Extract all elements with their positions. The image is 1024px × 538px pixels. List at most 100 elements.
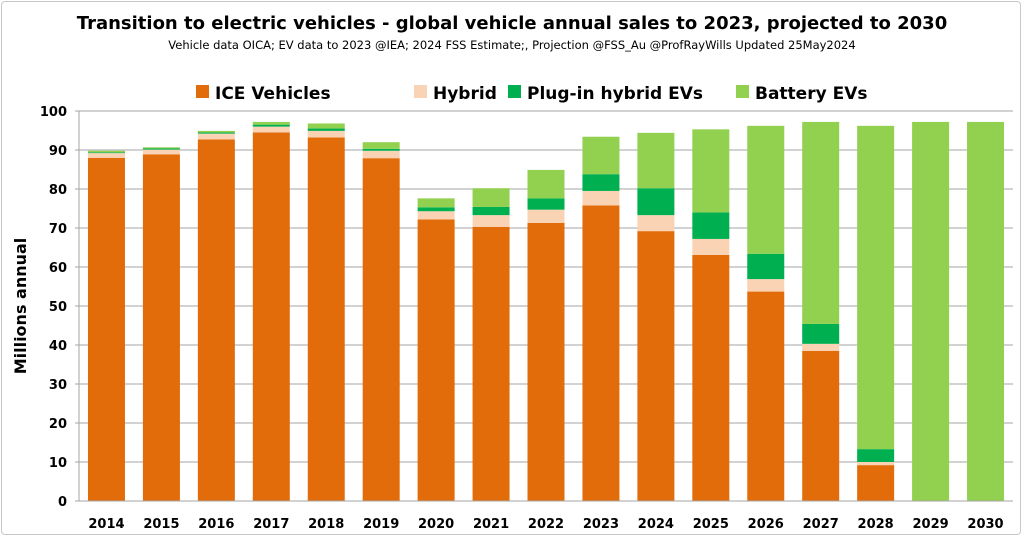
bar-ice-vehicles-2023 [582, 205, 620, 501]
bar-battery-evs-2030 [967, 121, 1005, 502]
bar-hybrid-2028 [857, 462, 895, 466]
x-tick-label: 2028 [858, 517, 894, 532]
bar-battery-evs-2017 [252, 121, 290, 125]
x-tick-label: 2024 [638, 517, 674, 532]
bar-battery-evs-2029 [912, 121, 950, 502]
bar-ice-vehicles-2025 [692, 254, 730, 501]
bar-plug-in-hybrid-evs-2020 [417, 207, 455, 212]
legend-label: Hybrid [433, 84, 497, 104]
bar-plug-in-hybrid-evs-2027 [802, 323, 840, 344]
bar-hybrid-2019 [362, 150, 400, 159]
bar-ice-vehicles-2024 [637, 231, 675, 501]
x-tick-label: 2027 [803, 517, 839, 532]
bar-hybrid-2020 [417, 211, 455, 220]
legend-swatch [414, 85, 427, 98]
bar-battery-evs-2020 [417, 198, 455, 208]
bar-ice-vehicles-2022 [527, 222, 565, 501]
chart-subtitle: Vehicle data OICA; EV data to 2023 @IEA;… [168, 38, 855, 52]
bar-ice-vehicles-2016 [197, 139, 235, 501]
x-tick-label: 2016 [198, 517, 234, 532]
bar-plug-in-hybrid-evs-2021 [472, 206, 510, 216]
bar-plug-in-hybrid-evs-2016 [197, 132, 235, 134]
x-tick-label: 2019 [363, 517, 399, 532]
x-tick-label: 2022 [528, 517, 564, 532]
x-tick-label: 2026 [748, 517, 784, 532]
bar-battery-evs-2016 [197, 130, 235, 133]
x-tick-label: 2025 [693, 517, 729, 532]
bar-plug-in-hybrid-evs-2025 [692, 212, 730, 239]
bar-plug-in-hybrid-evs-2014 [87, 152, 125, 154]
x-tick-label: 2023 [583, 517, 619, 532]
x-tick-label: 2029 [912, 517, 948, 532]
y-tick-label: 70 [49, 222, 67, 237]
chart-title: Transition to electric vehicles - global… [77, 13, 947, 34]
y-axis-label: Millions annual [11, 238, 30, 375]
legend-swatch [508, 85, 521, 98]
bar-battery-evs-2026 [747, 125, 785, 254]
y-tick-label: 10 [49, 456, 67, 471]
bar-ice-vehicles-2026 [747, 291, 785, 501]
y-tick-label: 90 [49, 144, 67, 159]
bar-hybrid-2018 [307, 130, 345, 138]
bar-plug-in-hybrid-evs-2018 [307, 128, 345, 131]
bar-plug-in-hybrid-evs-2015 [142, 148, 180, 150]
bar-ice-vehicles-2014 [87, 157, 125, 502]
bar-battery-evs-2022 [527, 169, 565, 199]
x-tick-label: 2017 [253, 517, 289, 532]
legend-swatch [196, 85, 209, 98]
bar-hybrid-2023 [582, 190, 620, 206]
bar-plug-in-hybrid-evs-2023 [582, 174, 620, 191]
legend-swatch [736, 85, 749, 98]
bar-hybrid-2027 [802, 343, 840, 351]
bar-battery-evs-2018 [307, 123, 345, 129]
bar-battery-evs-2021 [472, 188, 510, 207]
bar-hybrid-2014 [87, 153, 125, 158]
bar-hybrid-2022 [527, 209, 565, 223]
bar-hybrid-2021 [472, 215, 510, 227]
bar-battery-evs-2024 [637, 132, 675, 189]
x-tick-label: 2030 [967, 517, 1003, 532]
bar-battery-evs-2019 [362, 142, 400, 149]
bar-ice-vehicles-2020 [417, 219, 455, 502]
bar-hybrid-2024 [637, 215, 675, 232]
bar-battery-evs-2023 [582, 136, 620, 175]
bar-battery-evs-2014 [87, 150, 125, 153]
x-tick-label: 2018 [308, 517, 344, 532]
bar-ice-vehicles-2019 [362, 158, 400, 501]
x-tick-label: 2014 [88, 517, 124, 532]
y-tick-label: 50 [49, 300, 67, 315]
y-tick-label: 40 [49, 339, 67, 354]
legend: ICE Vehicles Hybrid Plug-in hybrid EVs Batt… [196, 84, 867, 104]
bar-hybrid-2025 [692, 238, 730, 255]
y-tick-label: 100 [40, 105, 67, 120]
x-tick-label: 2015 [143, 517, 179, 532]
x-tick-label: 2020 [418, 517, 454, 532]
bar-hybrid-2015 [142, 149, 180, 155]
bar-battery-evs-2027 [802, 121, 840, 324]
y-tick-label: 60 [49, 261, 67, 276]
y-tick-label: 0 [58, 495, 67, 510]
bar-plug-in-hybrid-evs-2024 [637, 188, 675, 216]
bar-ice-vehicles-2017 [252, 132, 290, 501]
bar-plug-in-hybrid-evs-2019 [362, 148, 400, 151]
bar-hybrid-2016 [197, 133, 235, 140]
bar-plug-in-hybrid-evs-2022 [527, 198, 565, 210]
bar-plug-in-hybrid-evs-2028 [857, 449, 895, 462]
bar-ice-vehicles-2018 [307, 137, 345, 501]
bar-hybrid-2026 [747, 279, 785, 292]
bars [87, 121, 1005, 502]
bar-ice-vehicles-2021 [472, 226, 510, 501]
bar-plug-in-hybrid-evs-2017 [252, 124, 290, 127]
bar-plug-in-hybrid-evs-2026 [747, 253, 785, 280]
bar-battery-evs-2015 [142, 147, 180, 149]
legend-label: ICE Vehicles [215, 84, 331, 104]
legend-label: Plug-in hybrid EVs [527, 84, 703, 104]
y-tick-label: 20 [49, 417, 67, 432]
bar-ice-vehicles-2028 [857, 465, 895, 501]
bar-battery-evs-2028 [857, 125, 895, 450]
y-tick-label: 30 [49, 378, 67, 393]
bar-battery-evs-2025 [692, 129, 730, 213]
